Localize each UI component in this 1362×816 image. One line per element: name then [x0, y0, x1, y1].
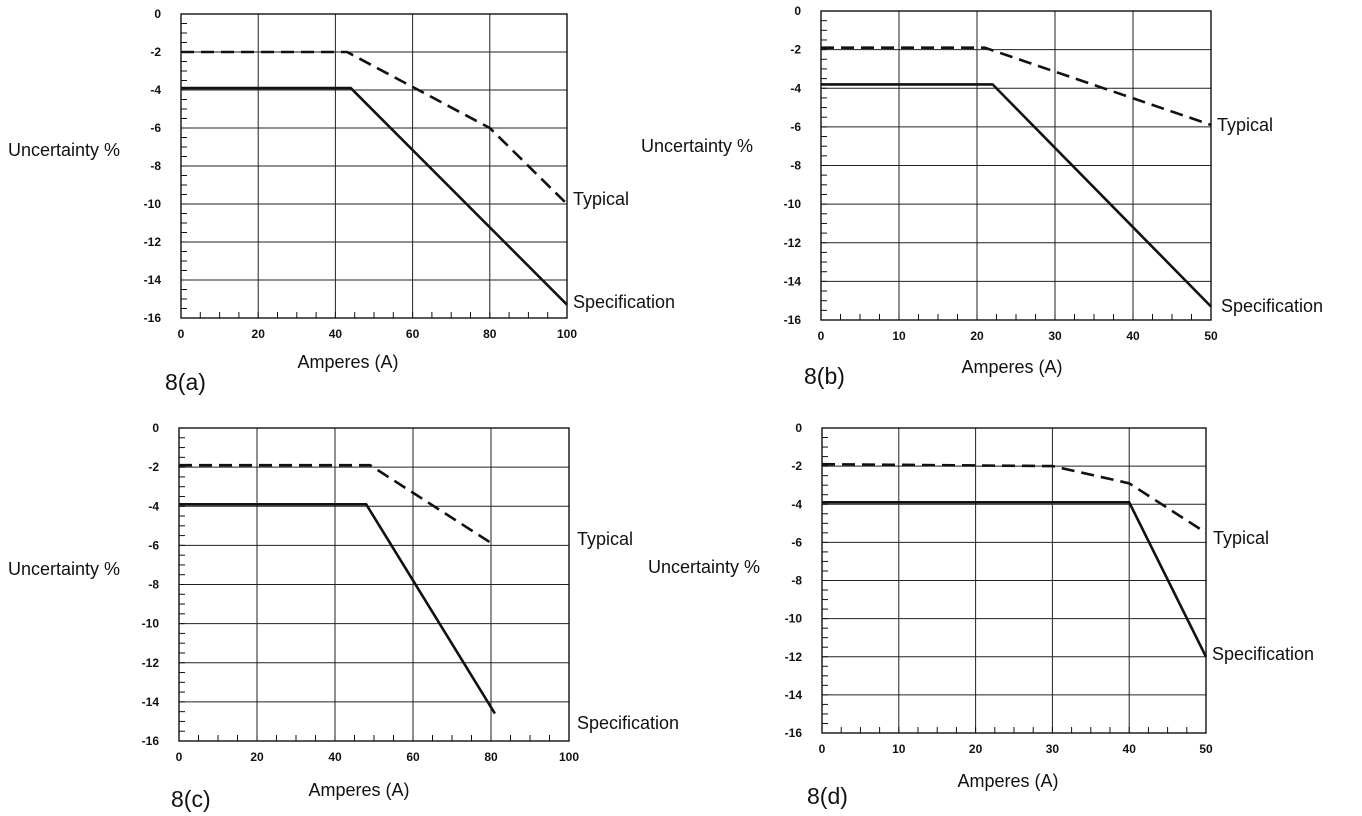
series-line-typical — [821, 462, 1207, 534]
y-tick-label: -14 — [144, 273, 162, 287]
y-tick-label: -8 — [791, 574, 802, 588]
x-tick-label: 10 — [892, 742, 906, 756]
y-tick-label: 0 — [794, 4, 801, 18]
series-line-specification — [179, 502, 497, 715]
y-tick-label: -10 — [784, 197, 802, 211]
panel-label: 8(d) — [807, 783, 848, 809]
x-axis-title: Amperes (A) — [308, 780, 409, 800]
y-tick-label: 0 — [152, 421, 159, 435]
x-tick-label: 20 — [969, 742, 983, 756]
x-tick-label: 50 — [1204, 329, 1218, 343]
x-tick-label: 0 — [819, 742, 826, 756]
panel-label: 8(c) — [171, 786, 211, 812]
y-tick-label: -16 — [784, 313, 802, 327]
y-tick-label: -12 — [144, 235, 162, 249]
y-tick-label: -4 — [790, 81, 801, 95]
series-line-typical — [821, 46, 1212, 127]
y-tick-label: -10 — [785, 612, 803, 626]
y-tick-label: -6 — [790, 120, 801, 134]
series-label-specification: Specification — [577, 713, 679, 733]
chart-panel-3: 0 20 40 60 80 100 0 -2 -4 -6 -8 -10 -12 -14 -16 Amperes… — [8, 421, 679, 812]
y-tick-label: -10 — [144, 197, 162, 211]
x-tick-label: 20 — [252, 327, 266, 341]
x-tick-label: 40 — [329, 327, 343, 341]
y-tick-label: -2 — [791, 459, 802, 473]
y-tick-label: 0 — [795, 421, 802, 435]
y-tick-label: -8 — [150, 159, 161, 173]
y-tick-label: -4 — [150, 83, 161, 97]
panel-label: 8(b) — [804, 363, 845, 389]
y-axis-title: Uncertainty % — [641, 136, 753, 156]
x-tick-label: 0 — [178, 327, 185, 341]
y-tick-label: -8 — [148, 578, 159, 592]
y-tick-label: -4 — [148, 499, 159, 513]
x-tick-label: 40 — [328, 750, 342, 764]
y-tick-label: -12 — [142, 656, 160, 670]
chart-panel-4: 0 10 20 30 40 50 0 -2 -4 -6 -8 -10 -12 -14 -16 Amperes … — [648, 421, 1314, 809]
y-tick-label: -16 — [144, 311, 162, 325]
chart-panel-1: 0 20 40 60 80 100 0 -2 -4 -6 -8 -10 -12 -14 -16 Amperes… — [8, 7, 675, 395]
x-axis-title: Amperes (A) — [297, 352, 398, 372]
x-tick-label: 60 — [406, 750, 420, 764]
series-label-typical: Typical — [577, 529, 633, 549]
y-tick-label: -12 — [785, 650, 803, 664]
y-tick-label: 0 — [154, 7, 161, 21]
y-tick-label: -16 — [142, 734, 160, 748]
x-tick-label: 0 — [818, 329, 825, 343]
y-tick-label: -12 — [784, 236, 802, 250]
x-tick-label: 0 — [176, 750, 183, 764]
x-tick-label: 40 — [1126, 329, 1140, 343]
series-line-typical — [179, 463, 496, 547]
panel-label: 8(a) — [165, 369, 206, 395]
series-line-typical — [181, 50, 568, 205]
y-tick-label: -14 — [784, 274, 802, 288]
y-tick-label: -6 — [791, 535, 802, 549]
y-tick-label: -2 — [790, 43, 801, 57]
x-tick-label: 80 — [484, 750, 498, 764]
y-tick-label: -14 — [142, 695, 160, 709]
y-tick-label: -14 — [785, 688, 803, 702]
series-label-typical: Typical — [1213, 528, 1269, 548]
series-label-typical: Typical — [1217, 115, 1273, 135]
x-tick-label: 80 — [483, 327, 497, 341]
y-axis-title: Uncertainty % — [8, 559, 120, 579]
y-tick-label: -6 — [148, 538, 159, 552]
x-tick-label: 10 — [892, 329, 906, 343]
series-line-specification — [822, 500, 1208, 658]
y-tick-label: -6 — [150, 121, 161, 135]
x-axis-title: Amperes (A) — [961, 357, 1062, 377]
y-axis-title: Uncertainty % — [8, 140, 120, 160]
series-line-specification — [821, 83, 1212, 308]
y-tick-label: -10 — [142, 617, 160, 631]
x-tick-label: 50 — [1199, 742, 1213, 756]
x-tick-label: 20 — [970, 329, 984, 343]
y-tick-label: -4 — [791, 497, 802, 511]
x-tick-label: 60 — [406, 327, 420, 341]
x-tick-label: 20 — [250, 750, 264, 764]
y-tick-label: -2 — [150, 45, 161, 59]
series-line-specification — [181, 86, 568, 306]
x-tick-label: 40 — [1123, 742, 1137, 756]
y-tick-label: -16 — [785, 726, 803, 740]
y-tick-label: -8 — [790, 159, 801, 173]
series-label-specification: Specification — [1212, 644, 1314, 664]
x-axis-title: Amperes (A) — [957, 771, 1058, 791]
y-tick-label: -2 — [148, 460, 159, 474]
x-tick-label: 30 — [1048, 329, 1062, 343]
chart-panel-2: 0 10 20 30 40 50 0 -2 -4 -6 -8 -10 -12 -14 -16 Amperes … — [641, 4, 1323, 389]
x-tick-label: 100 — [559, 750, 579, 764]
y-axis-title: Uncertainty % — [648, 557, 760, 577]
series-label-specification: Specification — [1221, 296, 1323, 316]
series-label-specification: Specification — [573, 292, 675, 312]
x-tick-label: 100 — [557, 327, 577, 341]
series-label-typical: Typical — [573, 189, 629, 209]
x-tick-label: 30 — [1046, 742, 1060, 756]
